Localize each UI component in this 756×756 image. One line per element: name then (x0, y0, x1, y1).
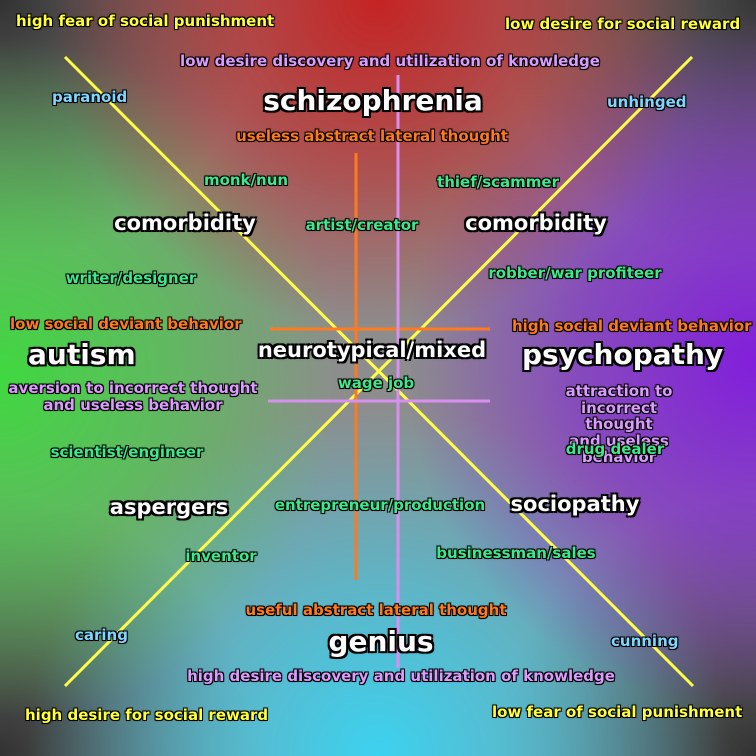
pole-label-schizophrenia: schizophrenia (263, 84, 483, 117)
occupation-thief-scammer: thief/scammer (437, 173, 559, 191)
pole-label-autism: autism (28, 338, 136, 371)
axis-label-left-orange: low social deviant behavior (10, 315, 242, 333)
axis-label-top-violet: low desire discovery and utilization of … (180, 52, 600, 70)
occupation-inventor: inventor (185, 547, 257, 565)
occupation-businessman-sales: businessman/sales (436, 544, 596, 562)
occupation-artist-creator: artist/creator (305, 216, 419, 234)
corner-label-bottom-left: high desire for social reward (25, 706, 269, 724)
axis-label-right-orange: high social deviant behavior (512, 317, 752, 335)
occupation-wage-job: wage job (337, 374, 415, 392)
occupation-drug-dealer: drug dealer (565, 440, 665, 458)
trait-paranoid: paranoid (52, 88, 128, 106)
corner-label-bottom-right: low fear of social punishment (492, 703, 743, 721)
occupation-scientist-engineer: scientist/engineer (50, 443, 204, 461)
condition-comorbidity-right: comorbidity (465, 211, 607, 235)
condition-aspergers: aspergers (109, 495, 229, 519)
axis-label-top-orange: useless abstract lateral thought (236, 127, 508, 145)
trait-cunning: cunning (611, 632, 679, 650)
condition-sociopathy: sociopathy (510, 492, 640, 516)
pole-label-genius: genius (328, 625, 434, 658)
occupation-monk-nun: monk/nun (203, 171, 289, 189)
axis-label-left-violet: aversion to incorrect thought and useles… (8, 379, 258, 414)
trait-unhinged: unhinged (607, 93, 687, 111)
condition-comorbidity-left: comorbidity (114, 211, 256, 235)
axis-label-right-violet: attraction to incorrect thought and usel… (565, 382, 673, 466)
axis-label-bottom-orange: useful abstract lateral thought (245, 601, 507, 619)
trait-caring: caring (75, 626, 128, 644)
occupation-writer-designer: writer/designer (65, 269, 197, 287)
corner-label-top-left: high fear of social punishment (16, 12, 275, 30)
diagonal-line-tr-bl (63, 55, 694, 688)
axis-label-bottom-violet: high desire discovery and utilization of… (187, 667, 615, 685)
pole-label-psychopathy: psychopathy (522, 338, 724, 371)
occupation-entrepreneur-production: entrepreneur/production (274, 496, 486, 514)
center-label-neurotypical: neurotypical/mixed (257, 338, 487, 362)
occupation-robber-war-profiteer: robber/war profiteer (488, 264, 662, 282)
corner-label-top-right: low desire for social reward (505, 15, 741, 33)
